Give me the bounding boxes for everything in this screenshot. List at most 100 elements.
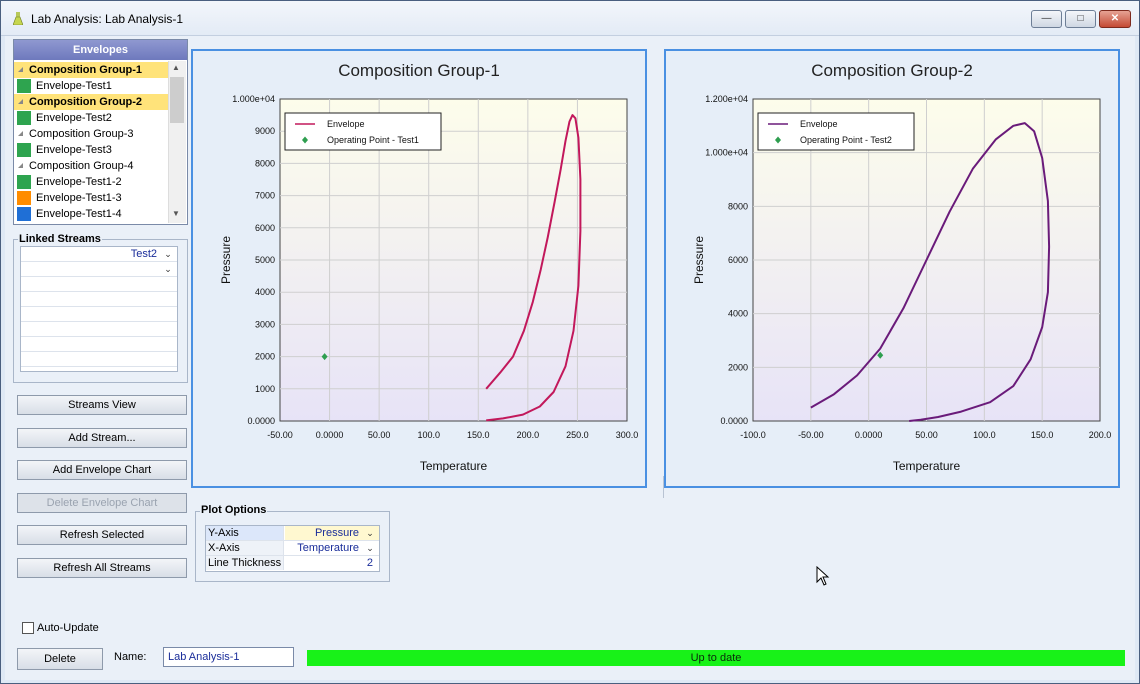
y-tick-label: 7000 xyxy=(255,191,275,201)
envelope-item[interactable]: Envelope-Test1-2 xyxy=(14,174,168,190)
y-tick-label: 1.200e+04 xyxy=(705,94,748,104)
plot-option-key: Line Thickness xyxy=(206,556,284,570)
legend-box xyxy=(757,112,915,151)
minimize-icon: — xyxy=(1041,13,1052,24)
envelope-color-swatch xyxy=(17,175,31,189)
auto-update-checkbox[interactable] xyxy=(22,622,34,634)
maximize-button[interactable]: □ xyxy=(1065,10,1096,28)
x-tick-label: 150.0 xyxy=(1031,430,1054,440)
legend-entry: Envelope xyxy=(800,119,838,129)
linked-stream-row[interactable] xyxy=(21,277,177,292)
chart-panel-2[interactable]: Composition Group-2 -100.0 -50.00 0.0000 50… xyxy=(664,49,1120,488)
envelope-line[interactable] xyxy=(485,114,582,422)
chart-title: Composition Group-1 xyxy=(338,61,500,80)
envelopes-header: Envelopes xyxy=(14,40,187,60)
envelope-item[interactable]: Envelope-Test3 xyxy=(14,142,168,158)
envelope-group-item[interactable]: Composition Group-4 xyxy=(14,158,168,174)
scroll-thumb[interactable] xyxy=(170,77,184,123)
y-tick-label: 9000 xyxy=(255,126,275,136)
chart-plot-2: -100.0 -50.00 0.0000 50.00 100.0 150.0 200.0 0.… xyxy=(692,94,1111,473)
chevron-down-icon[interactable]: ⌄ xyxy=(164,249,172,259)
title-bar: Lab Analysis: Lab Analysis-1 — □ ✕ xyxy=(1,1,1139,36)
plot-option-y-axis[interactable]: Y-Axis Pressure ⌄ xyxy=(206,526,379,541)
y-tick-label: 2000 xyxy=(255,352,275,362)
envelope-item-label: Envelope-Test2 xyxy=(36,112,112,124)
x-axis-select[interactable]: Temperature xyxy=(297,542,359,554)
status-bar: Up to date xyxy=(307,650,1125,666)
delete-button[interactable]: Delete xyxy=(17,648,103,670)
expand-triangle-icon[interactable] xyxy=(18,131,23,136)
chevron-down-icon[interactable]: ⌄ xyxy=(366,543,374,553)
y-tick-label: 2000 xyxy=(728,362,748,372)
streams-view-button[interactable]: Streams View xyxy=(17,395,187,415)
x-tick-label: 100.0 xyxy=(417,430,440,440)
name-field[interactable] xyxy=(163,647,294,667)
envelope-item[interactable]: Envelope-Test1-4 xyxy=(14,206,168,222)
plot-options-title: Plot Options xyxy=(200,504,268,516)
expand-triangle-icon[interactable] xyxy=(18,67,23,72)
envelope-item[interactable]: Envelope-Test2 xyxy=(14,110,168,126)
linked-stream-row[interactable] xyxy=(21,352,177,367)
add-envelope-chart-button[interactable]: Add Envelope Chart xyxy=(17,460,187,480)
line-thickness-input[interactable]: 2 xyxy=(366,557,373,569)
linked-streams-grid: Test2 ⌄ ⌄ xyxy=(20,246,178,372)
scroll-up-icon[interactable]: ▲ xyxy=(172,63,180,72)
y-tick-label: 0.0000 xyxy=(247,416,275,426)
refresh-selected-button[interactable]: Refresh Selected xyxy=(17,525,187,545)
chevron-down-icon[interactable]: ⌄ xyxy=(366,528,374,538)
envelope-item-label: Envelope-Test3 xyxy=(36,144,112,156)
name-label: Name: xyxy=(114,651,147,663)
linked-stream-row[interactable] xyxy=(21,292,177,307)
expand-triangle-icon[interactable] xyxy=(18,163,23,168)
x-tick-label: 200.0 xyxy=(517,430,540,440)
envelope-line[interactable] xyxy=(810,122,1051,422)
auto-update-label: Auto-Update xyxy=(37,622,99,634)
chart-panel-1[interactable]: Composition Group-1 -50.00 0.0000 50.00 100… xyxy=(191,49,647,488)
x-tick-label: 300.0 xyxy=(616,430,639,440)
delete-envelope-chart-button[interactable]: Delete Envelope Chart xyxy=(17,493,187,513)
panel-separator xyxy=(663,476,664,498)
linked-stream-row[interactable] xyxy=(21,322,177,337)
envelope-item-label: Composition Group-2 xyxy=(29,96,143,108)
envelope-item-label: Envelope-Test1-2 xyxy=(36,176,122,188)
x-axis-label: Temperature xyxy=(893,459,961,473)
y-tick-label: 0.0000 xyxy=(720,416,748,426)
operating-point-marker[interactable] xyxy=(877,351,884,359)
linked-stream-row[interactable] xyxy=(21,337,177,352)
y-tick-label: 8000 xyxy=(255,158,275,168)
y-axis-select[interactable]: Pressure xyxy=(285,526,379,540)
close-button[interactable]: ✕ xyxy=(1099,10,1131,28)
envelope-item[interactable]: Envelope-Test1 xyxy=(14,78,168,94)
envelope-item-label: Envelope-Test1-4 xyxy=(36,208,122,220)
y-tick-label: 1.000e+04 xyxy=(232,94,275,104)
expand-triangle-icon[interactable] xyxy=(18,99,23,104)
legend-entry: Envelope xyxy=(327,119,365,129)
minimize-button[interactable]: — xyxy=(1031,10,1062,28)
y-axis-label: Pressure xyxy=(692,236,706,284)
envelope-group-item[interactable]: Composition Group-2 xyxy=(14,94,168,110)
scroll-down-icon[interactable]: ▼ xyxy=(172,209,180,218)
y-tick-label: 1.000e+04 xyxy=(705,148,748,158)
mouse-cursor-icon xyxy=(816,566,830,586)
add-stream-button[interactable]: Add Stream... xyxy=(17,428,187,448)
linked-stream-row[interactable]: Test2 ⌄ xyxy=(21,247,177,262)
plot-option-x-axis[interactable]: X-Axis Temperature ⌄ xyxy=(206,541,379,556)
envelopes-scrollbar[interactable]: ▲ ▼ xyxy=(168,61,186,223)
operating-point-marker[interactable] xyxy=(321,353,328,361)
refresh-all-streams-button[interactable]: Refresh All Streams xyxy=(17,558,187,578)
envelope-color-swatch xyxy=(17,207,31,221)
envelope-item-label: Composition Group-1 xyxy=(29,64,143,76)
chevron-down-icon[interactable]: ⌄ xyxy=(164,264,172,274)
envelope-group-item[interactable]: Composition Group-1 xyxy=(14,62,168,78)
envelope-color-swatch xyxy=(17,143,31,157)
x-tick-label: 250.0 xyxy=(566,430,589,440)
legend-entry: Operating Point - Test1 xyxy=(327,135,419,145)
plot-option-line-thickness[interactable]: Line Thickness 2 xyxy=(206,556,379,571)
linked-stream-row[interactable]: ⌄ xyxy=(21,262,177,277)
linked-stream-row[interactable] xyxy=(21,307,177,322)
y-tick-label: 3000 xyxy=(255,319,275,329)
linked-streams-title: Linked Streams xyxy=(18,233,102,245)
envelope-group-item[interactable]: Composition Group-3 xyxy=(14,126,168,142)
envelope-item[interactable]: Envelope-Test1-3 xyxy=(14,190,168,206)
